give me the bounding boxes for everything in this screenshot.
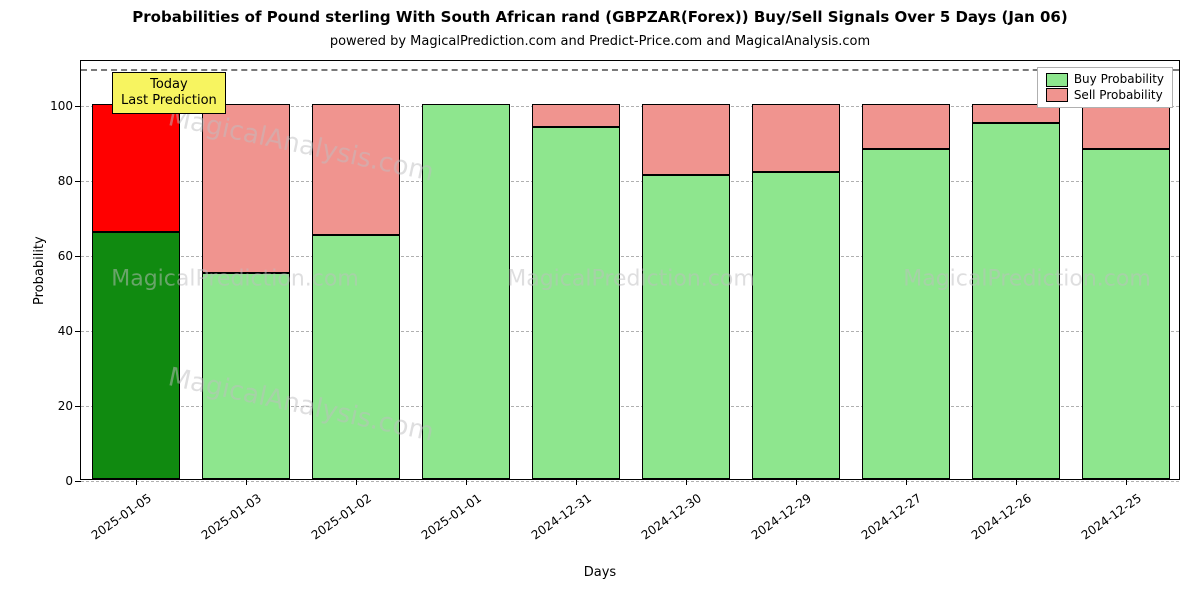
x-tick-mark — [466, 479, 467, 485]
x-tick-label: 2024-12-27 — [842, 491, 924, 554]
buy-bar — [642, 175, 730, 479]
legend-swatch-buy — [1046, 73, 1068, 87]
today-annotation: TodayLast Prediction — [112, 72, 226, 115]
x-tick-label: 2025-01-05 — [72, 491, 154, 554]
legend: Buy ProbabilitySell Probability — [1037, 67, 1173, 108]
bar-group — [752, 104, 840, 479]
sell-bar — [202, 104, 290, 273]
y-tick-label: 60 — [58, 249, 81, 263]
x-tick-mark — [686, 479, 687, 485]
buy-bar — [422, 104, 510, 479]
x-tick-label: 2024-12-25 — [1062, 491, 1144, 554]
sell-bar — [642, 104, 730, 175]
buy-bar — [752, 172, 840, 480]
x-tick-mark — [356, 479, 357, 485]
x-tick-mark — [1126, 479, 1127, 485]
y-tick-label: 0 — [65, 474, 81, 488]
y-tick-label: 80 — [58, 174, 81, 188]
legend-label-buy: Buy Probability — [1074, 72, 1164, 88]
bar-group — [312, 104, 400, 479]
sell-bar — [1082, 104, 1170, 149]
x-tick-label: 2024-12-30 — [622, 491, 704, 554]
bar-group — [642, 104, 730, 479]
sell-bar — [312, 104, 400, 235]
bar-group — [202, 104, 290, 479]
bar-group — [532, 104, 620, 479]
x-tick-mark — [796, 479, 797, 485]
chart-subtitle: powered by MagicalPrediction.com and Pre… — [0, 34, 1200, 49]
bar-group — [862, 104, 950, 479]
plot-area: 0204060801002025-01-052025-01-032025-01-… — [80, 60, 1180, 480]
buy-bar — [92, 232, 180, 480]
x-tick-label: 2025-01-03 — [182, 491, 264, 554]
topline — [81, 69, 1179, 71]
y-tick-label: 40 — [58, 324, 81, 338]
sell-bar — [862, 104, 950, 149]
buy-bar — [1082, 149, 1170, 479]
buy-bar — [972, 123, 1060, 479]
x-tick-label: 2024-12-29 — [732, 491, 814, 554]
bar-group — [972, 104, 1060, 479]
legend-row-buy: Buy Probability — [1046, 72, 1164, 88]
x-tick-mark — [906, 479, 907, 485]
x-tick-label: 2024-12-31 — [512, 491, 594, 554]
y-tick-label: 100 — [50, 99, 81, 113]
x-tick-label: 2024-12-26 — [952, 491, 1034, 554]
buy-bar — [532, 127, 620, 480]
sell-bar — [752, 104, 840, 172]
annotation-line1: Today — [121, 77, 217, 93]
x-tick-mark — [136, 479, 137, 485]
legend-label-sell: Sell Probability — [1074, 88, 1163, 104]
legend-row-sell: Sell Probability — [1046, 88, 1164, 104]
x-tick-mark — [576, 479, 577, 485]
y-tick-label: 20 — [58, 399, 81, 413]
buy-bar — [312, 235, 400, 479]
y-axis-label: Probability — [32, 236, 47, 305]
bar-group — [422, 104, 510, 479]
bar-group — [1082, 104, 1170, 479]
x-tick-mark — [246, 479, 247, 485]
x-tick-label: 2025-01-02 — [292, 491, 374, 554]
annotation-line2: Last Prediction — [121, 93, 217, 109]
x-tick-mark — [1016, 479, 1017, 485]
legend-swatch-sell — [1046, 88, 1068, 102]
sell-bar — [92, 104, 180, 232]
bar-group — [92, 104, 180, 479]
chart-figure: Probabilities of Pound sterling With Sou… — [0, 0, 1200, 600]
buy-bar — [202, 273, 290, 479]
sell-bar — [532, 104, 620, 127]
buy-bar — [862, 149, 950, 479]
chart-title: Probabilities of Pound sterling With Sou… — [0, 8, 1200, 26]
x-axis-label: Days — [0, 565, 1200, 580]
x-tick-label: 2025-01-01 — [402, 491, 484, 554]
